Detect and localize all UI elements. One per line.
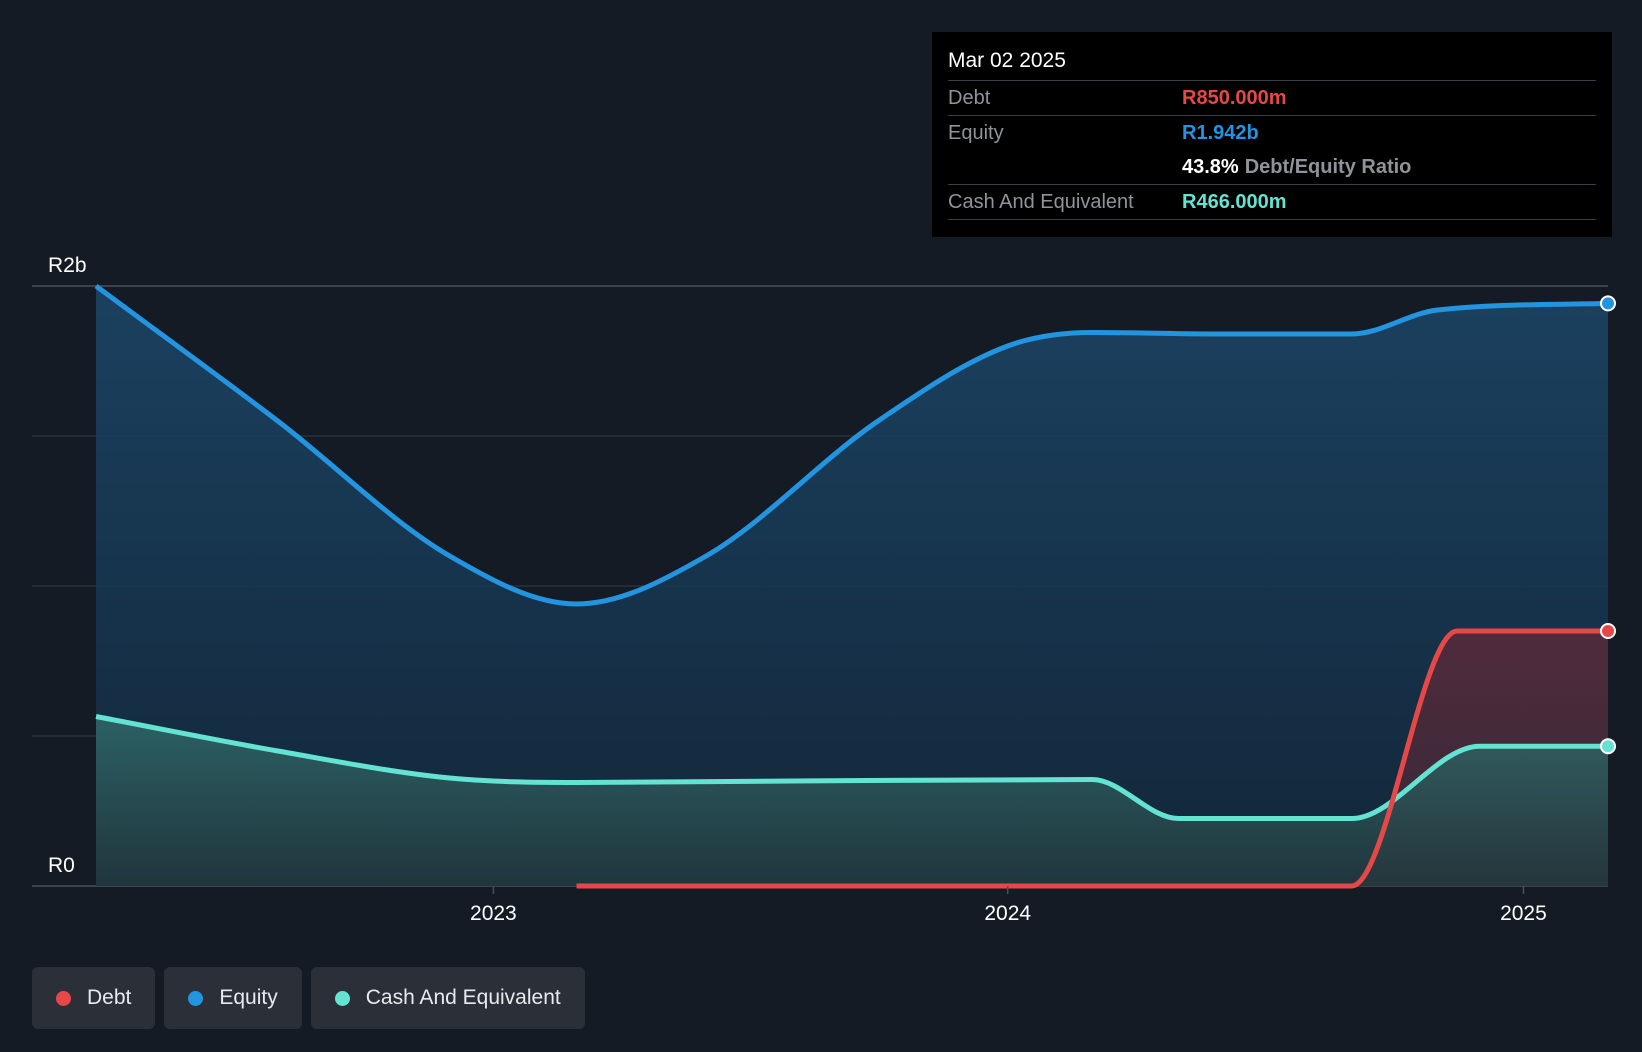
equity-area bbox=[96, 286, 1608, 886]
tooltip-equity-value: R1.942b bbox=[1182, 122, 1259, 144]
y-axis-labels: R2b R0 bbox=[48, 254, 87, 877]
tooltip-debt-label: Debt bbox=[948, 87, 991, 109]
series-end-markers bbox=[1600, 295, 1616, 755]
legend-item-cash[interactable]: Cash And Equivalent bbox=[310, 967, 585, 1029]
tooltip-date: Mar 02 2025 bbox=[948, 49, 1066, 72]
debt-dot-icon bbox=[56, 990, 71, 1006]
y-tick-label: R0 bbox=[48, 854, 75, 877]
debt-line bbox=[576, 628, 1608, 889]
data-tooltip: Mar 02 2025 Debt R850.000m Equity R1.942… bbox=[932, 32, 1612, 237]
legend-item-equity[interactable]: Equity bbox=[164, 967, 302, 1029]
tooltip-equity-label: Equity bbox=[948, 122, 1004, 144]
series-end-marker bbox=[1600, 738, 1616, 755]
x-axis-labels: 2023 2024 2025 bbox=[470, 886, 1547, 925]
legend-item-debt[interactable]: Debt bbox=[32, 967, 156, 1029]
equity-dot-icon bbox=[188, 990, 204, 1006]
legend-cash-label: Cash And Equivalent bbox=[365, 986, 561, 1009]
series-end-marker bbox=[1600, 295, 1616, 312]
x-tick-label: 2024 bbox=[984, 902, 1031, 925]
legend-equity-label: Equity bbox=[219, 986, 278, 1009]
legend-debt-label: Debt bbox=[87, 986, 132, 1009]
tooltip-debt-value: R850.000m bbox=[1182, 87, 1287, 109]
tooltip-cash-value: R466.000m bbox=[1182, 191, 1287, 213]
series-end-marker bbox=[1600, 623, 1616, 639]
cash-dot-icon bbox=[334, 990, 350, 1006]
y-tick-label: R2b bbox=[48, 254, 87, 277]
cash-area bbox=[96, 716, 1608, 886]
x-tick-label: 2023 bbox=[470, 902, 517, 925]
tooltip-cash-label: Cash And Equivalent bbox=[948, 191, 1134, 213]
debt-equity-chart: R2b R0 2023 2024 2025 bbox=[32, 254, 1616, 925]
chart-legend: Debt Equity Cash And Equivalent bbox=[32, 967, 585, 1029]
equity-line bbox=[94, 283, 1609, 607]
x-tick-label: 2025 bbox=[1500, 902, 1547, 925]
cash-line bbox=[95, 714, 1608, 822]
tooltip-ratio-label: Debt/Equity Ratio bbox=[1244, 156, 1412, 178]
tooltip-ratio-value: 43.8% bbox=[1182, 156, 1239, 178]
